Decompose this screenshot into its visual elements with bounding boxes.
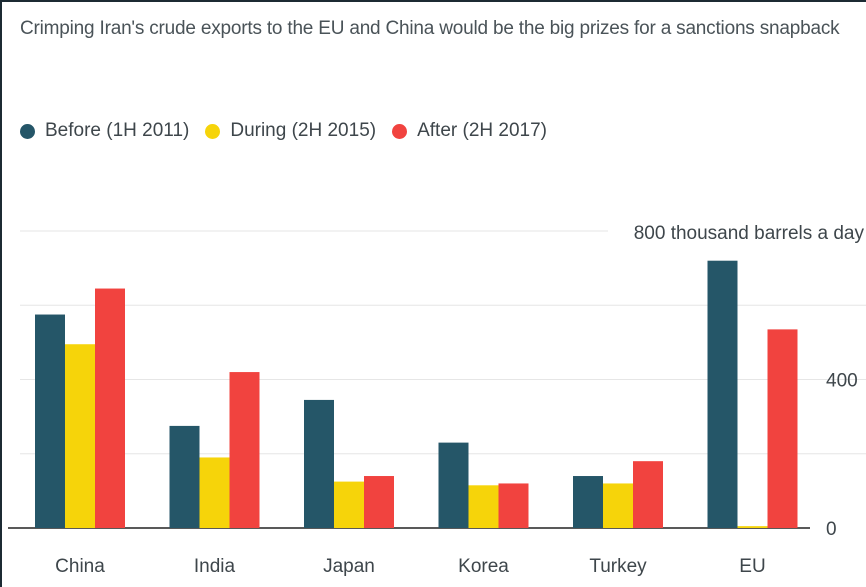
bar-india-after [229, 372, 260, 528]
bar-china-during [65, 344, 95, 528]
bar-eu-during [737, 526, 768, 528]
legend-item-after: After (2H 2017) [392, 120, 547, 142]
legend-item-during: During (2H 2015) [205, 120, 376, 142]
legend-swatch-after [392, 123, 408, 139]
legend-label-before: Before (1H 2011) [45, 120, 190, 141]
bar-japan-during [334, 481, 364, 528]
legend-label-during: During (2H 2015) [230, 120, 377, 141]
legend-swatch-before [20, 123, 35, 139]
bar-eu-after [767, 329, 798, 528]
bar-korea-during [468, 485, 499, 528]
bar-japan-after [364, 476, 394, 528]
y-tick-label: 0 [826, 519, 837, 540]
bar-india-during [199, 457, 230, 528]
x-tick-label: EU [739, 556, 765, 577]
x-tick-label: Japan [323, 556, 375, 577]
bar-korea-after [498, 483, 529, 528]
legend-item-before: Before (1H 2011) [20, 120, 189, 142]
bar-japan-before [304, 399, 334, 528]
bar-turkey-during [603, 483, 633, 528]
x-tick-label: Turkey [589, 556, 647, 577]
bar-turkey-before [573, 476, 603, 528]
legend-swatch-during [205, 123, 221, 139]
y-top-label-bg [608, 217, 866, 247]
bar-china-after [95, 288, 125, 528]
x-tick-label: China [55, 556, 105, 577]
legend: Before (1H 2011) During (2H 2015) After … [20, 120, 547, 142]
legend-label-after: After (2H 2017) [417, 120, 547, 141]
x-tick-label: India [194, 556, 236, 577]
chart-title: Crimping Iran's crude exports to the EU … [20, 18, 840, 39]
x-tick-label: Korea [458, 556, 509, 577]
bar-india-before [169, 425, 200, 528]
bar-turkey-after [633, 461, 663, 528]
y-top-label: 800 thousand barrels a day [634, 223, 865, 244]
bar-china-before [35, 314, 65, 528]
bar-korea-before [438, 442, 469, 528]
y-tick-label: 400 [826, 371, 858, 392]
bar-eu-before [707, 260, 738, 528]
